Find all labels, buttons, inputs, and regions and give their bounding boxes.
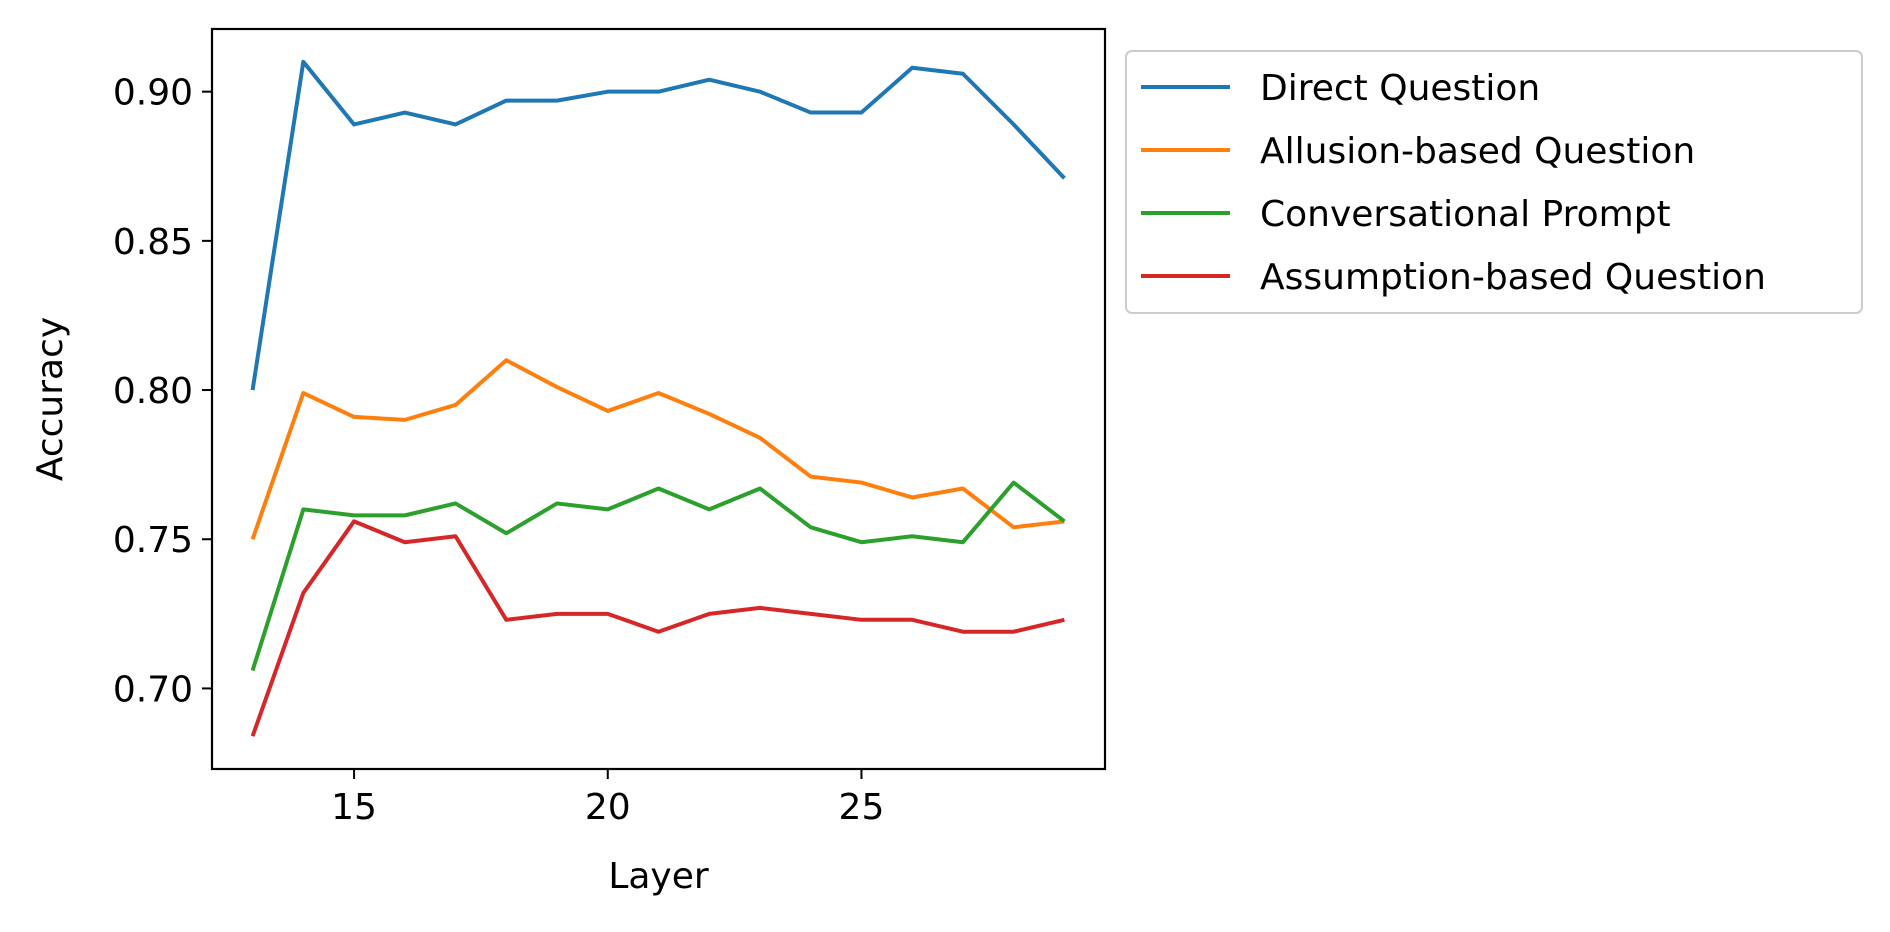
legend-label-3: Conversational Prompt	[1260, 194, 1671, 235]
series-layer	[250, 59, 1066, 737]
x-tick-label: 20	[585, 787, 631, 828]
series-line-4	[250, 519, 1065, 737]
y-axis-ticks: 0.70 0.75 0.80 0.85 0.90	[113, 73, 212, 710]
series-line-1	[250, 59, 1066, 391]
y-tick-label: 0.70	[113, 669, 193, 710]
legend-label-2: Allusion-based Question	[1260, 131, 1695, 172]
y-axis-label: Accuracy	[30, 317, 71, 481]
x-tick-label: 25	[839, 787, 885, 828]
legend-items: Direct Question Allusion-based Question Co…	[1141, 68, 1766, 298]
legend-label-4: Assumption-based Question	[1260, 257, 1766, 298]
legend-label-1: Direct Question	[1260, 68, 1540, 109]
series-line-2	[250, 358, 1065, 540]
y-tick-label: 0.80	[113, 371, 193, 412]
x-axis-label: Layer	[608, 856, 709, 897]
x-tick-label: 15	[331, 787, 377, 828]
legend: Direct Question Allusion-based Question Co…	[1125, 50, 1863, 314]
y-tick-label: 0.85	[113, 222, 193, 263]
y-tick-label: 0.90	[113, 73, 193, 114]
x-axis-ticks: 15 20 25	[331, 769, 884, 828]
plot-frame	[210, 27, 1107, 771]
series-line-3	[250, 480, 1066, 672]
y-tick-label: 0.75	[113, 520, 193, 561]
legend-frame	[1125, 50, 1863, 314]
